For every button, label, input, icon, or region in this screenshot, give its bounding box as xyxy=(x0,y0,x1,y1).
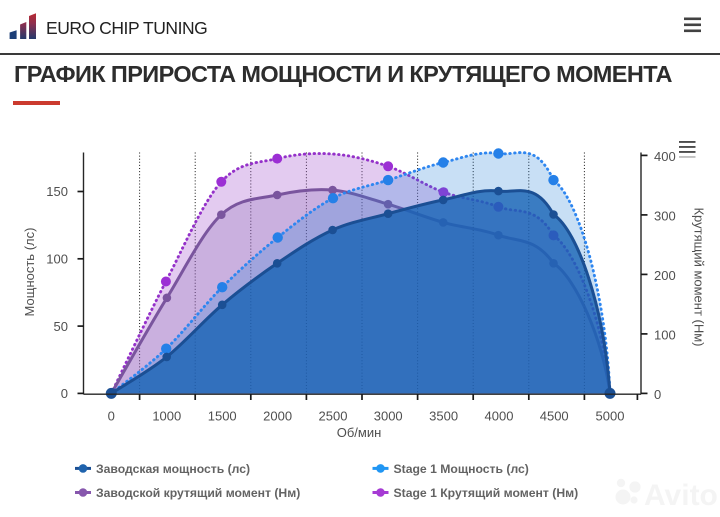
svg-text:3500: 3500 xyxy=(429,408,458,423)
svg-text:4500: 4500 xyxy=(540,408,569,423)
svg-text:100: 100 xyxy=(654,328,676,343)
svg-text:50: 50 xyxy=(54,319,68,334)
svg-text:300: 300 xyxy=(654,209,676,224)
svg-text:400: 400 xyxy=(654,149,676,164)
svg-text:0: 0 xyxy=(108,408,115,423)
svg-text:100: 100 xyxy=(46,252,68,267)
svg-text:Крутящий момент (Нм): Крутящий момент (Нм) xyxy=(692,207,707,346)
svg-text:3000: 3000 xyxy=(374,408,403,423)
svg-text:5000: 5000 xyxy=(596,408,625,423)
svg-text:Заводская мощность (лс): Заводская мощность (лс) xyxy=(96,462,250,476)
svg-text:2500: 2500 xyxy=(319,408,348,423)
svg-text:2000: 2000 xyxy=(263,408,292,423)
svg-text:Заводской крутящий момент (Нм): Заводской крутящий момент (Нм) xyxy=(96,486,300,500)
svg-text:4000: 4000 xyxy=(485,408,514,423)
svg-text:200: 200 xyxy=(654,268,676,283)
svg-text:150: 150 xyxy=(46,184,68,199)
svg-text:Stage 1 Крутящий момент (Нм): Stage 1 Крутящий момент (Нм) xyxy=(394,486,579,500)
svg-text:0: 0 xyxy=(654,387,661,402)
svg-text:1500: 1500 xyxy=(208,408,237,423)
svg-text:0: 0 xyxy=(61,386,68,401)
svg-text:Об/мин: Об/мин xyxy=(337,425,382,440)
svg-text:Avito: Avito xyxy=(644,479,718,512)
svg-text:Stage 1 Мощность (лс): Stage 1 Мощность (лс) xyxy=(394,462,529,476)
svg-text:Мощность (лс): Мощность (лс) xyxy=(22,228,37,317)
svg-text:1000: 1000 xyxy=(152,408,181,423)
